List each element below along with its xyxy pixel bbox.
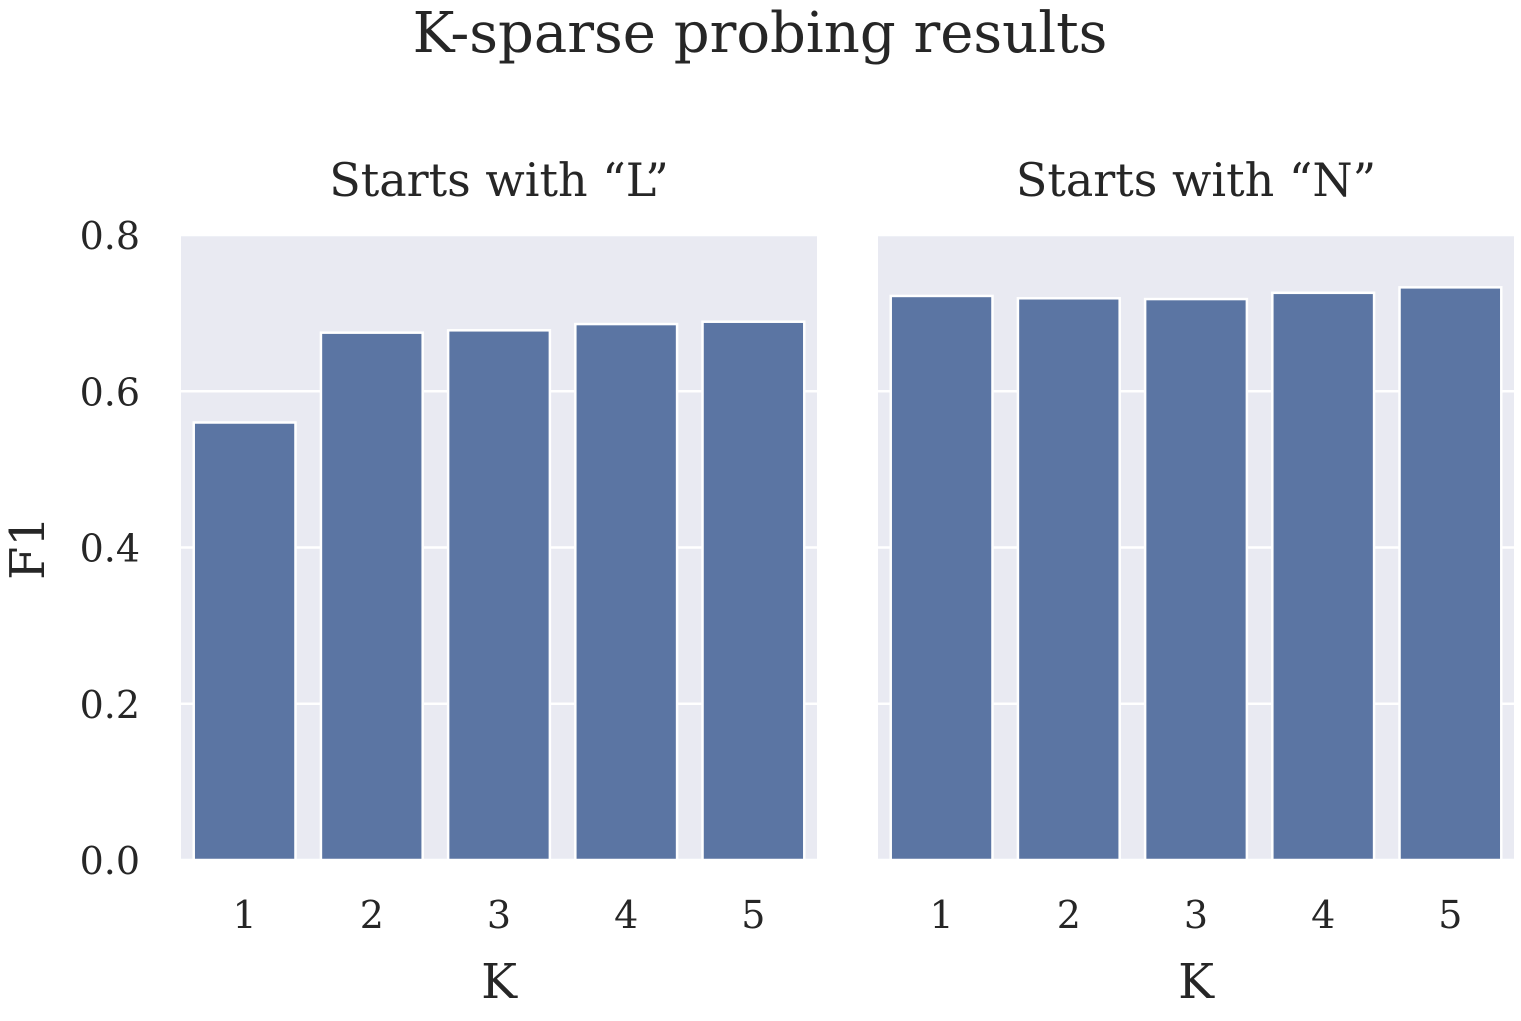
x-tick-label: 3: [487, 893, 511, 937]
x-axis-label: K: [1178, 954, 1215, 1010]
bar-k2: [319, 331, 424, 862]
bar-k3: [1143, 297, 1249, 862]
panel-title: Starts with “L”: [329, 153, 669, 207]
y-tick-label: 0.6: [80, 370, 140, 414]
panels: 1 2 3 4 5 Starts with “L” K 1 2 3 4 5 Starts with “N…: [80, 153, 1514, 1010]
x-tick-label: 4: [1311, 893, 1335, 937]
bar-k1: [192, 421, 297, 862]
y-tick-label: 0.0: [80, 839, 140, 883]
panel-2: 1 2 3 4 5 Starts with “N” K: [878, 153, 1514, 1010]
bar-k2: [1016, 297, 1121, 862]
bar-k3: [446, 329, 552, 862]
bar-k4: [574, 322, 679, 862]
panel-title: Starts with “N”: [1016, 153, 1376, 207]
x-axis-label: K: [481, 954, 518, 1010]
y-tick-label: 0.2: [80, 683, 140, 727]
bar-k5: [701, 320, 806, 862]
x-tick-label: 2: [360, 893, 384, 937]
x-tick-label: 1: [930, 893, 954, 937]
x-tick-label: 1: [233, 893, 257, 937]
chart-title: K-sparse probing results: [413, 1, 1108, 66]
y-tick-label: 0.8: [80, 214, 140, 258]
x-tick-label: 3: [1184, 893, 1208, 937]
x-tick-label: 5: [741, 893, 765, 937]
y-tick-label: 0.4: [80, 527, 140, 571]
x-tick-label: 4: [614, 893, 638, 937]
y-axis-label: F1: [0, 516, 56, 580]
bar-k5: [1398, 286, 1503, 862]
x-tick-label: 2: [1057, 893, 1081, 937]
bar-k4: [1271, 291, 1376, 862]
panel-1: 1 2 3 4 5 Starts with “L” K: [181, 153, 817, 1010]
bar-k1: [889, 294, 994, 862]
x-tick-label: 5: [1438, 893, 1462, 937]
